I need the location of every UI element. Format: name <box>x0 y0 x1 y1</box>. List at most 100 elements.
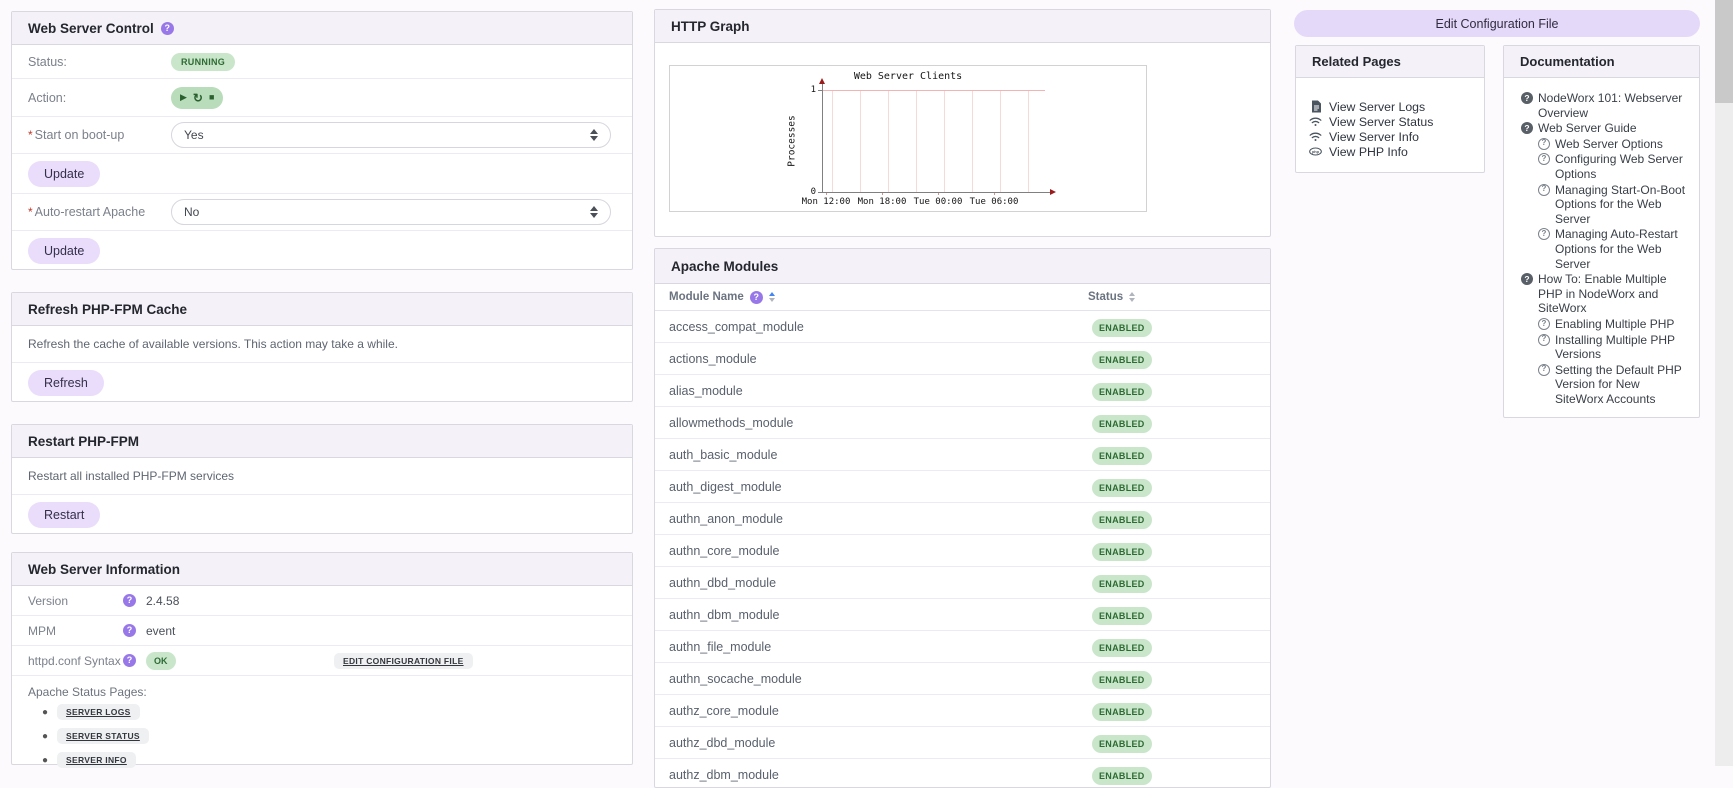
edit-configuration-file-button[interactable]: Edit Configuration File <box>1294 10 1700 37</box>
gridline <box>1000 90 1001 192</box>
module-name: auth_digest_module <box>669 479 782 494</box>
documentation-link-label: Web Server Options <box>1555 136 1663 151</box>
documentation-list: ? NodeWorx 101: Webserver Overview ? Web… <box>1504 78 1699 406</box>
enabled-badge: ENABLED <box>1092 542 1152 561</box>
status-column-header[interactable]: Status <box>1088 291 1136 303</box>
module-table-row: authz_core_module ENABLED <box>655 695 1270 727</box>
update-button[interactable]: Update <box>28 160 101 187</box>
syntax-ok-badge: OK <box>146 651 176 670</box>
web-server-control-header: Web Server Control ? <box>12 12 632 45</box>
stop-button[interactable]: ■ <box>209 93 214 102</box>
mpm-value: event <box>146 623 176 638</box>
wifi-icon <box>1309 115 1322 128</box>
required-asterisk: * <box>28 128 33 142</box>
status-label: Status: <box>28 54 67 69</box>
documentation-link[interactable]: ? NodeWorx 101: Webserver Overview <box>1521 91 1691 120</box>
module-status-badge-wrap: ENABLED <box>1092 382 1152 401</box>
module-table-row: authn_socache_module ENABLED <box>655 663 1270 695</box>
gridline <box>1028 90 1029 192</box>
start-button[interactable]: ▶ <box>180 93 187 102</box>
module-name: authz_dbd_module <box>669 735 776 750</box>
x-tick-mark <box>826 193 827 195</box>
web-server-control-panel: Web Server Control ? Status: RUNNING Act… <box>11 11 633 270</box>
module-table-row: authn_dbm_module ENABLED <box>655 599 1270 631</box>
documentation-link[interactable]: ? How To: Enable Multiple PHP in NodeWor… <box>1521 272 1691 316</box>
panel-title: Web Server Control <box>28 20 154 36</box>
question-filled-icon: ? <box>1521 92 1533 104</box>
module-name: authn_dbd_module <box>669 575 777 590</box>
file-icon <box>1309 100 1322 113</box>
x-tick-mark <box>938 193 939 195</box>
question-outline-icon: ? <box>1538 317 1550 330</box>
enabled-badge: ENABLED <box>1092 350 1152 369</box>
related-page-link[interactable]: View Server Info <box>1309 129 1471 144</box>
module-table-row: alias_module ENABLED <box>655 375 1270 407</box>
related-page-link[interactable]: View Server Logs <box>1309 99 1471 114</box>
restart-fpm-button[interactable]: Restart <box>28 502 101 528</box>
help-icon[interactable]: ? <box>123 594 136 607</box>
documentation-link[interactable]: ? Enabling Multiple PHP <box>1538 317 1691 332</box>
status-badge: RUNNING <box>171 52 236 71</box>
boot-select[interactable]: Yes <box>171 122 611 148</box>
help-icon[interactable]: ? <box>749 290 763 304</box>
x-tick-label: Mon 18:00 <box>857 197 907 207</box>
module-name: auth_basic_module <box>669 447 778 462</box>
gridline <box>972 90 973 192</box>
documentation-link[interactable]: ? Installing Multiple PHP Versions <box>1538 333 1691 362</box>
gridline <box>823 90 1045 91</box>
enabled-badge: ENABLED <box>1092 414 1152 433</box>
help-icon[interactable]: ? <box>160 21 174 35</box>
module-name: authn_anon_module <box>669 511 783 526</box>
status-page-link[interactable]: SERVER LOGS <box>57 704 140 720</box>
x-axis-arrow-icon <box>1050 189 1056 195</box>
edit-configuration-file-link[interactable]: EDIT CONFIGURATION FILE <box>334 652 473 669</box>
module-status-badge-wrap: ENABLED <box>1092 542 1152 561</box>
module-table-row: auth_digest_module ENABLED <box>655 471 1270 503</box>
status-page-link[interactable]: SERVER STATUS <box>57 728 149 744</box>
panel-title: Documentation <box>1520 54 1615 69</box>
enabled-badge: ENABLED <box>1092 670 1152 689</box>
module-status-badge-wrap: ENABLED <box>1092 734 1152 753</box>
gridline <box>860 90 861 192</box>
documentation-link[interactable]: ? Configuring Web Server Options <box>1538 152 1691 181</box>
documentation-link-label: Managing Auto-Restart Options for the We… <box>1555 227 1678 271</box>
module-name: authn_file_module <box>669 639 772 654</box>
autorestart-select[interactable]: No <box>171 199 611 225</box>
panel-title: Refresh PHP-FPM Cache <box>28 301 188 317</box>
documentation-link[interactable]: ? Web Server Options <box>1538 137 1691 152</box>
bullet-icon: ● <box>42 730 49 742</box>
documentation-link[interactable]: ? Setting the Default PHP Version for Ne… <box>1538 363 1691 407</box>
web-server-clients-chart: Web Server Clients Processes 1 0 Mon 12:00 Mo… <box>669 65 1147 212</box>
documentation-link[interactable]: ? Managing Start-On-Boot Options for the… <box>1538 183 1691 227</box>
help-icon[interactable]: ? <box>123 624 136 637</box>
gridline <box>832 90 833 192</box>
help-icon[interactable]: ? <box>123 654 136 667</box>
module-name: authz_dbm_module <box>669 767 779 782</box>
related-page-link[interactable]: View Server Status <box>1309 114 1471 129</box>
x-axis-line <box>820 192 1050 193</box>
module-name: authn_socache_module <box>669 671 802 686</box>
documentation-link-label: Installing Multiple PHP Versions <box>1555 332 1675 362</box>
refresh-button[interactable]: Refresh <box>28 370 104 396</box>
module-name-column-header[interactable]: Module Name ? <box>669 290 775 304</box>
module-table-row: authn_core_module ENABLED <box>655 535 1270 567</box>
status-page-link[interactable]: SERVER INFO <box>57 752 136 768</box>
documentation-link[interactable]: ? Managing Auto-Restart Options for the … <box>1538 227 1691 271</box>
enabled-badge: ENABLED <box>1092 702 1152 721</box>
scrollbar-thumb[interactable] <box>1715 0 1733 103</box>
restart-button[interactable]: ↻ <box>193 92 203 104</box>
autorestart-label: * Auto-restart Apache <box>28 205 146 219</box>
module-status-badge-wrap: ENABLED <box>1092 350 1152 369</box>
apache-status-pages-label: Apache Status Pages: <box>28 685 147 699</box>
x-tick-mark <box>882 193 883 195</box>
related-page-link[interactable]: php View PHP Info <box>1309 144 1471 159</box>
question-outline-icon: ? <box>1538 137 1550 150</box>
module-table-row: authz_dbm_module ENABLED <box>655 759 1270 787</box>
module-name: allowmethods_module <box>669 415 794 430</box>
restart-button-row: Restart <box>12 495 632 535</box>
update-button-2[interactable]: Update <box>28 238 101 264</box>
scrollbar-track <box>1715 0 1733 766</box>
module-status-badge-wrap: ENABLED <box>1092 510 1152 529</box>
documentation-link[interactable]: ? Web Server Guide <box>1521 121 1691 136</box>
restart-fpm-header: Restart PHP-FPM <box>12 425 632 458</box>
